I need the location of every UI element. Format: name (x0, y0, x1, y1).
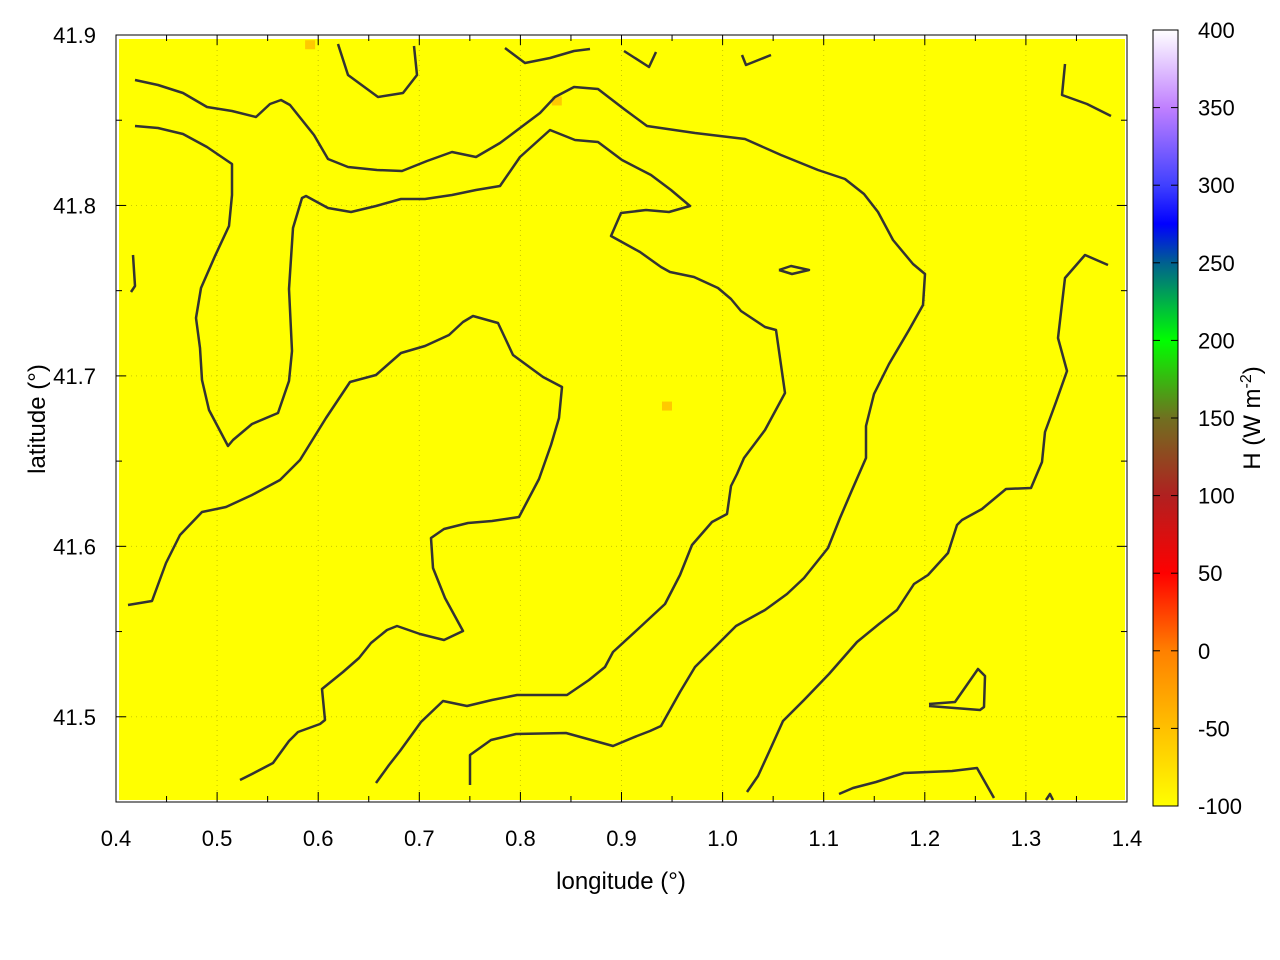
x-tick-label: 1.0 (707, 826, 738, 851)
colorbar-ticks: 400 350 300 250 200 150 100 50 0 -50 -100 (1153, 18, 1242, 819)
anomaly-cell (135, 413, 146, 423)
anomaly-cell (249, 706, 260, 716)
x-tick-label: 0.6 (303, 826, 334, 851)
y-tick-label: 41.9 (53, 23, 96, 48)
x-tick-label: 1.1 (808, 826, 839, 851)
y-tick-label: 41.6 (53, 534, 96, 559)
contour-line (778, 264, 811, 276)
grid-lines (116, 35, 1127, 802)
colorbar-tick-label: 250 (1198, 251, 1235, 276)
contour-line (127, 314, 564, 782)
colorbar-tick-label: 400 (1198, 18, 1235, 43)
contour-line (623, 49, 658, 69)
contour-line (1060, 63, 1112, 118)
contour-line (134, 124, 787, 784)
colorbar-tick-label: 200 (1198, 328, 1235, 353)
x-tick-label: 1.3 (1011, 826, 1042, 851)
y-tick-label: 41.8 (53, 193, 96, 218)
y-tick-label: 41.7 (53, 364, 96, 389)
x-tick-label: 1.2 (910, 826, 941, 851)
anomaly-cells (135, 40, 672, 742)
x-tick-label: 0.5 (202, 826, 233, 851)
contour-line (745, 253, 1109, 793)
contour-line (134, 78, 927, 785)
contour-line (928, 667, 987, 712)
colorbar-tick-label: -50 (1198, 716, 1230, 741)
x-tick-label: 0.7 (404, 826, 435, 851)
colorbar-tick-label: 150 (1198, 406, 1235, 431)
colorbar-tick-label: 100 (1198, 484, 1235, 509)
anomaly-cell (227, 732, 238, 742)
y-tick-labels: 41.5 41.6 41.7 41.8 41.9 (53, 23, 96, 730)
contour-line (838, 766, 996, 799)
contour-line (129, 254, 137, 293)
x-tick-labels: 0.4 0.5 0.6 0.7 0.8 0.9 1.0 1.1 1.2 1.3 1.4 (101, 826, 1143, 851)
x-axis-label: longitude (°) (556, 868, 686, 895)
anomaly-cell (661, 401, 672, 411)
colorbar-tick-label: 350 (1198, 96, 1235, 121)
contour-line (336, 43, 419, 99)
contour-line (1044, 792, 1055, 801)
contour-line (504, 47, 591, 65)
x-tick-label: 1.4 (1112, 826, 1143, 851)
contour-lines (127, 43, 1112, 801)
x-tick-label: 0.9 (606, 826, 637, 851)
colorbar-tick-label: 50 (1198, 561, 1222, 586)
contour-line (740, 53, 772, 67)
axis-ticks (115, 34, 1128, 803)
y-tick-label: 41.5 (53, 705, 96, 730)
colorbar-tick-label: -100 (1198, 794, 1242, 819)
colorbar-tick-label: 300 (1198, 173, 1235, 198)
colorbar-label: H (W m-2) (1238, 366, 1266, 470)
anomaly-cell (551, 96, 562, 106)
x-tick-label: 0.8 (505, 826, 536, 851)
y-axis-label: latitude (°) (24, 364, 51, 474)
x-tick-label: 0.4 (101, 826, 132, 851)
colorbar-tick-label: 0 (1198, 639, 1210, 664)
anomaly-cell (305, 40, 316, 50)
